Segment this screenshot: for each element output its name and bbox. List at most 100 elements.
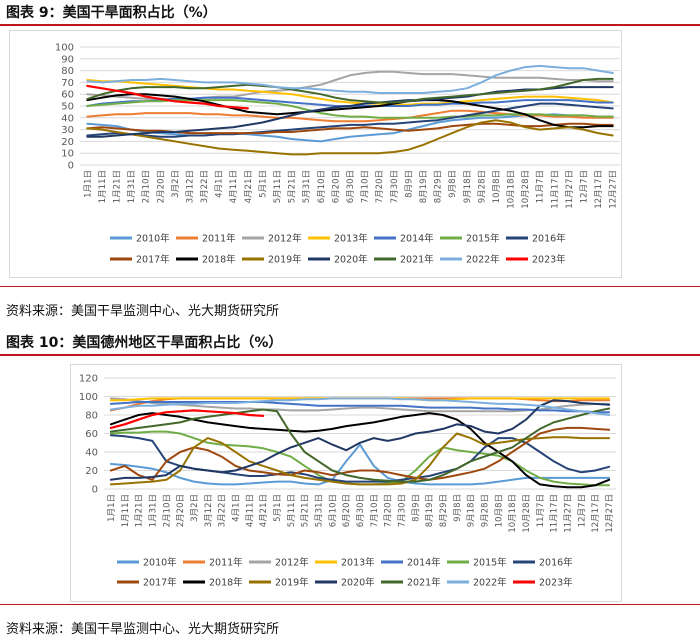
- c1-xtick-34: 12月7日: [580, 170, 590, 203]
- c2-xtick-31: 11月7日: [536, 494, 546, 527]
- c1-xtick-5: 2月20日: [156, 170, 166, 203]
- c2-xtick-27: 9月28日: [481, 494, 491, 527]
- c1-xtick-20: 7月20日: [375, 170, 385, 203]
- c1-series-line-6: [86, 102, 614, 138]
- c1-xtick-21: 7月30日: [390, 170, 400, 203]
- c2-xtick-13: 5月11日: [287, 494, 297, 527]
- c2-xtick-32: 11月17日: [550, 494, 560, 533]
- c2-legend-label-10: 2020年: [341, 577, 375, 589]
- c2-xtick-9: 4月1日: [231, 494, 241, 522]
- c1-legend-label-4: 2014年: [400, 233, 434, 245]
- c2-ytick-60: 60: [85, 429, 98, 440]
- c2-xtick-11: 4月21日: [259, 494, 269, 527]
- c1-xtick-36: 12月27日: [609, 170, 619, 209]
- c1-legend-label-2: 2012年: [268, 233, 302, 245]
- c1-legend-label-1: 2011年: [202, 233, 236, 245]
- c2-xtick-33: 11月27日: [564, 494, 574, 533]
- c1-xtick-26: 9月18日: [463, 170, 473, 203]
- c2-legend-label-11: 2021年: [407, 577, 441, 589]
- c1-legend-label-10: 2020年: [334, 254, 368, 266]
- c2-xtick-10: 4月11日: [245, 494, 255, 527]
- c2-legend-label-0: 2010年: [143, 557, 177, 569]
- c2-xtick-25: 9月8日: [453, 494, 463, 522]
- c1-xtick-0: 1月1日: [83, 170, 93, 198]
- c2-series-line-9: [109, 432, 611, 486]
- c1-xtick-22: 8月9日: [404, 170, 414, 198]
- c1-xtick-25: 9月8日: [448, 170, 458, 198]
- c2-xtick-26: 9月18日: [467, 494, 477, 527]
- c1-ytick-70: 70: [61, 78, 74, 89]
- c1-series-line-1: [86, 109, 614, 123]
- c1-xtick-14: 5月21日: [288, 170, 298, 203]
- c1-ytick-10: 10: [61, 149, 74, 160]
- c2-series-line-10: [109, 399, 611, 481]
- c2-xtick-24: 8月29日: [439, 494, 449, 527]
- c1-xtick-33: 11月27日: [565, 170, 575, 209]
- c2-legend-label-2: 2012年: [275, 557, 309, 569]
- c1-xtick-11: 4月21日: [244, 170, 254, 203]
- c2-xtick-14: 5月21日: [301, 494, 311, 527]
- c1-xtick-1: 1月11日: [98, 170, 108, 203]
- c2-xtick-2: 1月21日: [135, 494, 145, 527]
- c1-series-line-8: [86, 93, 614, 129]
- c1-xtick-15: 5月31日: [302, 170, 312, 203]
- c2-xtick-23: 8月19日: [425, 494, 435, 527]
- c2-xtick-16: 6月10日: [328, 494, 338, 527]
- c2-xtick-17: 6月20日: [342, 494, 352, 527]
- c1-xtick-30: 10月28日: [521, 170, 531, 209]
- c2-xtick-15: 5月31日: [314, 494, 324, 527]
- c2-xtick-30: 10月28日: [522, 494, 532, 533]
- chart1-frame: 0 10 20 30 40 50 60 70 80 90 100 1月1日 1月11日 1月21日 1月31…: [9, 30, 622, 278]
- c2-legend-label-9: 2019年: [275, 577, 309, 589]
- c1-xtick-3: 1月31日: [127, 170, 137, 203]
- c1-xtick-27: 9月28日: [477, 170, 487, 203]
- c1-ytick-0: 0: [68, 161, 74, 172]
- c1-legend-label-5: 2015年: [466, 233, 500, 245]
- c1-ytick-30: 30: [61, 125, 74, 136]
- c1-legend-label-0: 2010年: [136, 233, 170, 245]
- c2-series-line-4: [109, 401, 611, 414]
- c2-xtick-8: 3月22日: [218, 494, 228, 527]
- c1-legend-label-12: 2022年: [466, 254, 500, 266]
- c2-xtick-20: 7月20日: [384, 494, 394, 527]
- figure1-caption: 图表 9：美国干旱面积占比（%）: [6, 5, 217, 21]
- c1-legend-label-9: 2019年: [268, 254, 302, 266]
- c1-xtick-18: 6月30日: [346, 170, 356, 203]
- c2-ytick-40: 40: [85, 448, 98, 459]
- c2-xtick-29: 10月18日: [508, 494, 518, 533]
- c1-xtick-4: 2月10日: [142, 170, 152, 203]
- c2-xtick-6: 3月2日: [190, 494, 200, 522]
- c1-xtick-35: 12月17日: [594, 170, 604, 209]
- figure2-caption: 图表 10：美国德州地区干旱面积占比（%）: [6, 335, 283, 351]
- c1-series-line-9: [86, 119, 614, 156]
- c2-xtick-19: 7月10日: [370, 494, 380, 527]
- c1-series-line-12: [86, 64, 614, 94]
- c2-legend-label-6: 2016年: [539, 557, 573, 569]
- c2-xtick-22: 8月9日: [411, 494, 421, 522]
- c1-xtick-13: 5月11日: [273, 170, 283, 203]
- c1-xtick-12: 5月1日: [258, 170, 268, 198]
- c2-legend-label-3: 2013年: [341, 557, 375, 569]
- c1-ytick-90: 90: [61, 54, 74, 65]
- c1-legend-label-7: 2017年: [136, 254, 170, 266]
- c1-xtick-29: 10月18日: [507, 170, 517, 209]
- figure1-source: 资料来源：美国干旱监测中心、光大期货研究所: [6, 304, 280, 319]
- c2-legend-label-7: 2017年: [143, 577, 177, 589]
- c2-xtick-18: 6月30日: [356, 494, 366, 527]
- c2-series-line-11: [109, 407, 611, 483]
- c1-series-line-11: [86, 77, 614, 104]
- c1-ytick-80: 80: [61, 66, 74, 77]
- c1-xtick-32: 11月17日: [550, 170, 560, 209]
- c1-series-line-13: [86, 84, 249, 110]
- c1-series-line-10: [86, 86, 614, 138]
- c1-ytick-50: 50: [61, 102, 74, 113]
- c2-ytick-0: 0: [92, 485, 98, 496]
- c2-ytick-80: 80: [85, 411, 98, 422]
- source-rule-1: [0, 286, 700, 287]
- source-rule-2: [0, 604, 700, 605]
- c1-xtick-16: 6月10日: [317, 170, 327, 203]
- c2-xtick-5: 2月20日: [176, 494, 186, 527]
- c2-xtick-1: 1月11日: [121, 494, 131, 527]
- c1-xtick-28: 10月8日: [492, 170, 502, 203]
